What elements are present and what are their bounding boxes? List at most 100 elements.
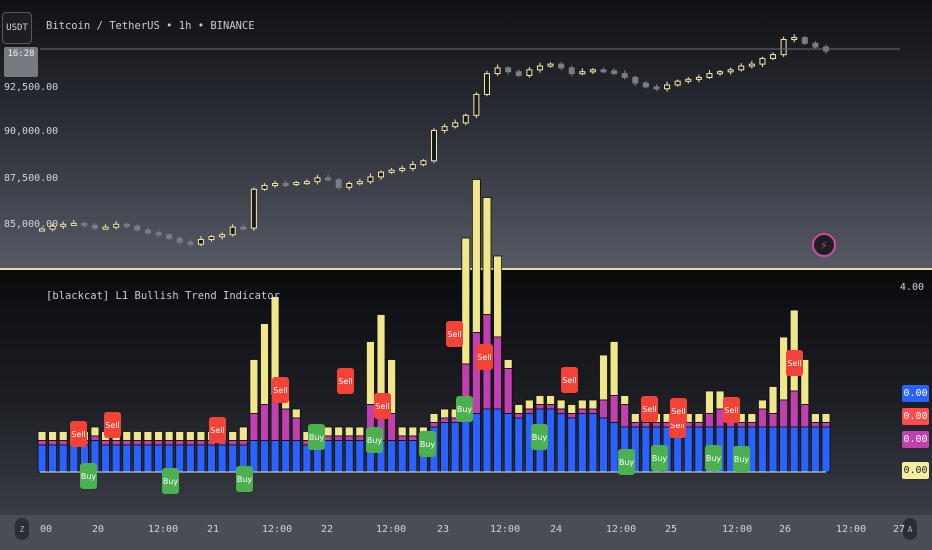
sell-signal[interactable]: Sell bbox=[723, 397, 740, 423]
indicator-bar-magenta bbox=[821, 422, 831, 428]
candle-body bbox=[282, 183, 289, 187]
indicator-bar-magenta bbox=[535, 404, 545, 410]
indicator-bar-magenta bbox=[260, 404, 269, 441]
indicator-bar-magenta bbox=[196, 440, 206, 446]
auto-scale-button[interactable]: A bbox=[903, 518, 917, 540]
indicator-bar-yellow bbox=[546, 395, 555, 405]
indicator-bar-magenta bbox=[334, 435, 344, 441]
candle-body bbox=[664, 84, 671, 90]
candle-body bbox=[60, 223, 67, 227]
sell-signal[interactable]: Sell bbox=[209, 417, 226, 443]
sell-signal[interactable]: Sell bbox=[641, 396, 658, 422]
sell-signal[interactable]: Sell bbox=[446, 321, 463, 347]
candle-body bbox=[113, 223, 120, 228]
buy-signal[interactable]: Buy bbox=[733, 446, 750, 472]
price-pane[interactable] bbox=[0, 0, 932, 268]
buy-signal[interactable]: Buy bbox=[618, 449, 635, 475]
indicator-bar-yellow bbox=[122, 431, 132, 441]
time-axis[interactable] bbox=[0, 515, 932, 550]
time-tick: 12:00 bbox=[836, 524, 867, 535]
candle-body bbox=[462, 114, 469, 124]
indicator-bar-blue bbox=[821, 426, 831, 473]
buy-signal[interactable]: Buy bbox=[366, 427, 383, 453]
indicator-bar-magenta bbox=[281, 408, 291, 441]
candle-body bbox=[155, 232, 162, 236]
value-badge-red: 0.00 bbox=[902, 408, 929, 425]
candle-body bbox=[738, 65, 745, 71]
sell-signal[interactable]: Sell bbox=[272, 377, 289, 403]
buy-signal[interactable]: Buy bbox=[162, 468, 179, 494]
candle-body bbox=[611, 70, 618, 75]
indicator-bar-magenta bbox=[397, 435, 407, 441]
indicator-bar-magenta bbox=[175, 440, 185, 446]
indicator-bar-blue bbox=[577, 413, 587, 473]
indicator-bar-magenta bbox=[524, 408, 534, 414]
buy-signal[interactable]: Buy bbox=[456, 396, 473, 422]
candle-body bbox=[409, 164, 416, 169]
buy-signal[interactable]: Buy bbox=[651, 445, 668, 471]
indicator-bar-blue bbox=[291, 440, 301, 473]
candle-body bbox=[314, 177, 321, 183]
indicator-bar-magenta bbox=[164, 440, 174, 446]
time-tick: 26 bbox=[779, 524, 792, 535]
zoom-button[interactable]: Z bbox=[15, 518, 29, 540]
indicator-bar-blue bbox=[132, 444, 142, 473]
indicator-bar-yellow bbox=[514, 404, 524, 414]
indicator-bar-yellow bbox=[440, 408, 449, 419]
sell-signal[interactable]: Sell bbox=[337, 368, 354, 394]
buy-signal[interactable]: Buy bbox=[308, 424, 325, 450]
indicator-bar-magenta bbox=[546, 404, 555, 410]
indicator-bar-blue bbox=[143, 444, 153, 473]
candle-body bbox=[293, 182, 300, 186]
indicator-bar-blue bbox=[440, 422, 449, 473]
indicator-bar-yellow bbox=[291, 408, 301, 419]
sell-signal[interactable]: Sell bbox=[476, 344, 493, 370]
candle-body bbox=[780, 38, 787, 56]
indicator-bar-yellow bbox=[376, 314, 386, 396]
sell-signal[interactable]: Sell bbox=[786, 350, 803, 376]
buy-signal[interactable]: Buy bbox=[531, 424, 548, 450]
sell-signal[interactable]: Sell bbox=[670, 398, 687, 424]
candle-body bbox=[452, 122, 459, 128]
indicator-bar-blue bbox=[154, 444, 163, 473]
indicator-bar-magenta bbox=[599, 399, 608, 419]
indicator-bar-magenta bbox=[514, 413, 524, 419]
symbol-button[interactable]: USDT bbox=[2, 12, 32, 44]
candle-body bbox=[197, 238, 204, 245]
indicator-bar-yellow bbox=[768, 386, 778, 414]
indicator-bar-magenta bbox=[588, 408, 598, 414]
time-tick: 00 bbox=[40, 524, 53, 535]
buy-signal[interactable]: Buy bbox=[419, 431, 436, 457]
candle-body bbox=[431, 129, 437, 162]
buy-signal[interactable]: Buy bbox=[80, 463, 97, 489]
lightning-icon[interactable]: ⚡ bbox=[812, 233, 836, 257]
indicator-bar-yellow bbox=[249, 359, 259, 414]
indicator-bar-yellow bbox=[567, 404, 577, 414]
indicator-bar-yellow bbox=[493, 255, 502, 338]
sell-signal[interactable]: Sell bbox=[70, 421, 87, 447]
buy-signal[interactable]: Buy bbox=[236, 466, 253, 492]
sell-signal[interactable]: Sell bbox=[561, 367, 578, 393]
indicator-bar-yellow bbox=[238, 426, 248, 441]
indicator-bar-blue bbox=[599, 417, 608, 473]
indicator-bar-blue bbox=[270, 440, 280, 473]
indicator-bar-magenta bbox=[291, 417, 301, 441]
indicator-bar-blue bbox=[694, 426, 704, 473]
indicator-bar-magenta bbox=[736, 422, 746, 428]
buy-signal[interactable]: Buy bbox=[705, 445, 722, 471]
candle-body bbox=[441, 126, 448, 131]
sell-signal[interactable]: Sell bbox=[374, 393, 391, 419]
candle-body bbox=[621, 73, 628, 78]
indicator-bar-magenta bbox=[323, 435, 333, 441]
candle-body bbox=[536, 65, 543, 71]
sell-signal[interactable]: Sell bbox=[104, 412, 121, 438]
indicator-bar-yellow bbox=[630, 413, 640, 423]
indicator-bar-blue bbox=[471, 413, 481, 473]
indicator-bar-yellow bbox=[620, 395, 630, 405]
indicator-bar-yellow bbox=[811, 413, 820, 423]
indicator-bar-yellow bbox=[535, 395, 545, 405]
indicator-bar-blue bbox=[260, 440, 269, 473]
indicator-bar-yellow bbox=[429, 413, 439, 423]
indicator-bar-magenta bbox=[747, 422, 757, 428]
